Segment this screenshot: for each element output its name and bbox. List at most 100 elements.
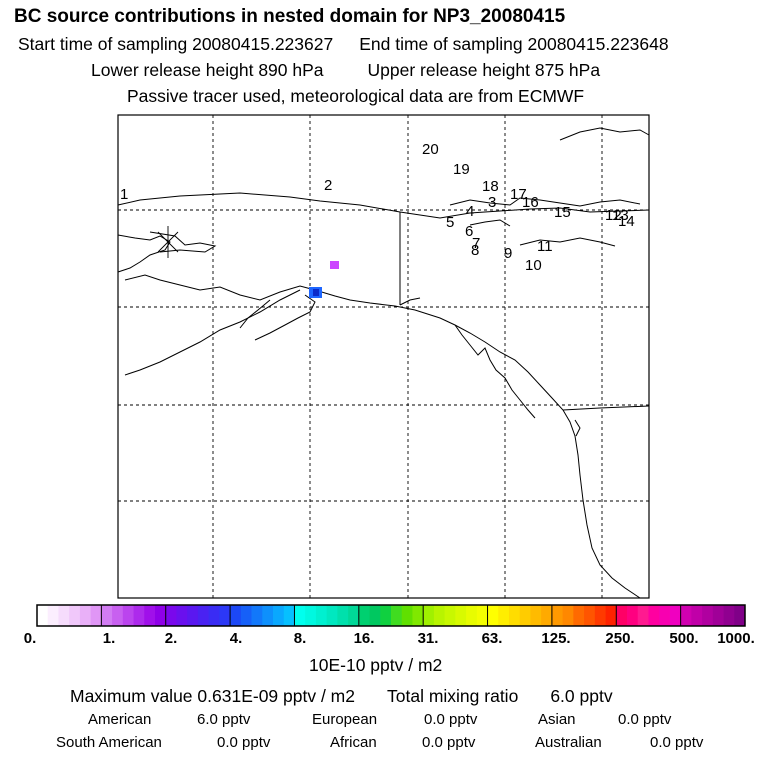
map-grid [118,115,649,598]
colorbar-swatch [723,605,735,626]
region-american-value: 6.0 pptv [197,711,251,728]
colorbar-swatch [369,605,381,626]
heat-cell-anchorage-inner [313,289,319,296]
colorbar-swatch [433,605,446,626]
heat-cell-interior-alaska [330,261,339,269]
region-south-american-value: 0.0 pptv [217,734,271,751]
trajectory-label-9: 9 [504,245,512,262]
colorbar-swatch [466,605,478,626]
colorbar-tick-label: 1. [103,630,116,647]
colorbar-tick-label: 31. [418,630,439,647]
end-time: End time of sampling 20080415.223648 [359,34,669,54]
colorbar-swatch [509,605,521,626]
region-african-value: 0.0 pptv [422,734,476,751]
colorbar-swatch [101,605,113,626]
coastlines [117,127,650,599]
trajectory-label-14: 14 [618,213,635,230]
region-australian: Australian [535,734,602,751]
colorbar-swatch [240,605,252,626]
colorbar-swatch [541,605,553,626]
stats-main-line: Maximum value 0.631E-09 pptv / m2 Total m… [70,686,613,707]
colorbar-swatch [176,605,188,626]
colorbar-swatch [208,605,220,626]
colorbar-swatch [294,605,306,626]
colorbar-swatch [79,605,92,626]
colorbar-swatch [348,605,360,626]
colorbar-swatch [476,605,488,626]
total-label: Total mixing ratio [387,686,519,706]
trajectory-label-10: 10 [525,257,542,274]
colorbar-swatch [519,605,531,626]
colorbar-swatch [315,605,328,626]
colorbar-swatch [197,605,210,626]
colorbar-swatch [219,605,231,626]
trajectory-label-3: 3 [488,194,496,211]
colorbar-swatch [90,605,102,626]
release-heights: Lower release height 890 hPa Upper releas… [91,60,600,81]
colorbar-swatch [637,605,649,626]
colorbar-tick-label: 16. [354,630,375,647]
trajectory-label-2: 2 [324,177,332,194]
region-european-value: 0.0 pptv [424,711,478,728]
colorbar-frame [36,604,746,627]
colorbar-swatch [669,605,682,626]
trajectory-label-16: 16 [522,194,539,211]
colorbar-swatch [144,605,156,626]
trajectory-label-20: 20 [422,141,439,158]
colorbar-swatch [455,605,467,626]
colorbar-tick-label: 8. [294,630,307,647]
colorbar-swatch [412,605,424,626]
region-american: American [88,711,152,728]
trajectory-labels: 1 2 3 4 5 6 7 8 9 10 11 12 13 14 15 16 1… [120,141,635,274]
colorbar-tick-label: 125. [541,630,570,647]
colorbar-ticks: 0. 1. 2. 4. 8. 16. 31. 63. 125. 250. 500… [24,630,755,647]
colorbar-swatch [337,605,349,626]
colorbar-swatch [391,605,403,626]
colorbar-swatch [573,605,585,626]
colorbar-swatch [165,605,177,626]
colorbar-swatch [584,605,596,626]
colorbar-swatch [401,605,413,626]
region-asian: Asian [538,711,576,728]
trajectory-label-15: 15 [554,204,571,221]
trajectory-label-12: 12 [605,207,622,224]
region-asian-value: 0.0 pptv [618,711,672,728]
region-australian-value: 0.0 pptv [650,734,704,751]
trajectory-label-13: 13 [612,207,629,224]
colorbar-swatch [305,605,317,626]
model-info: Passive tracer used, meteorological data… [127,86,585,106]
trajectory-label-8: 8 [471,242,479,259]
colorbar-swatch [283,605,295,626]
colorbar-swatch [444,605,456,626]
trajectory-label-19: 19 [453,161,470,178]
colorbar-swatch [562,605,574,626]
colorbar-swatch [530,605,542,626]
trajectory-label-5: 5 [446,214,454,231]
colorbar-swatch [712,605,724,626]
colorbar-tick-label: 2. [165,630,178,647]
colorbar-swatch [734,605,746,626]
trajectory-label-1: 1 [120,186,128,203]
colorbar-swatch [251,605,263,626]
map-frame [117,114,650,599]
colorbar-swatch [605,605,617,626]
colorbar-swatch [230,605,242,626]
colorbar-swatch [187,605,199,626]
region-south-american: South American [56,734,162,751]
sampling-times: Start time of sampling 20080415.223627 En… [18,34,669,55]
colorbar-swatch [155,605,167,626]
colorbar-swatch [680,605,692,626]
colorbar-tick-label: 250. [605,630,634,647]
colorbar-swatch [702,605,714,626]
colorbar-swatch [498,605,510,626]
upper-height: Upper release height 875 hPa [367,60,601,80]
trajectory-label-18: 18 [482,178,499,195]
colorbar-swatch [47,605,59,626]
colorbar-swatch [69,605,81,626]
colorbar-swatch [423,605,435,626]
colorbar-swatch [273,605,285,626]
colorbar-tick-label: 63. [482,630,503,647]
trajectory-label-6: 6 [465,223,473,240]
chart-title: BC source contributions in nested domain… [14,6,566,27]
